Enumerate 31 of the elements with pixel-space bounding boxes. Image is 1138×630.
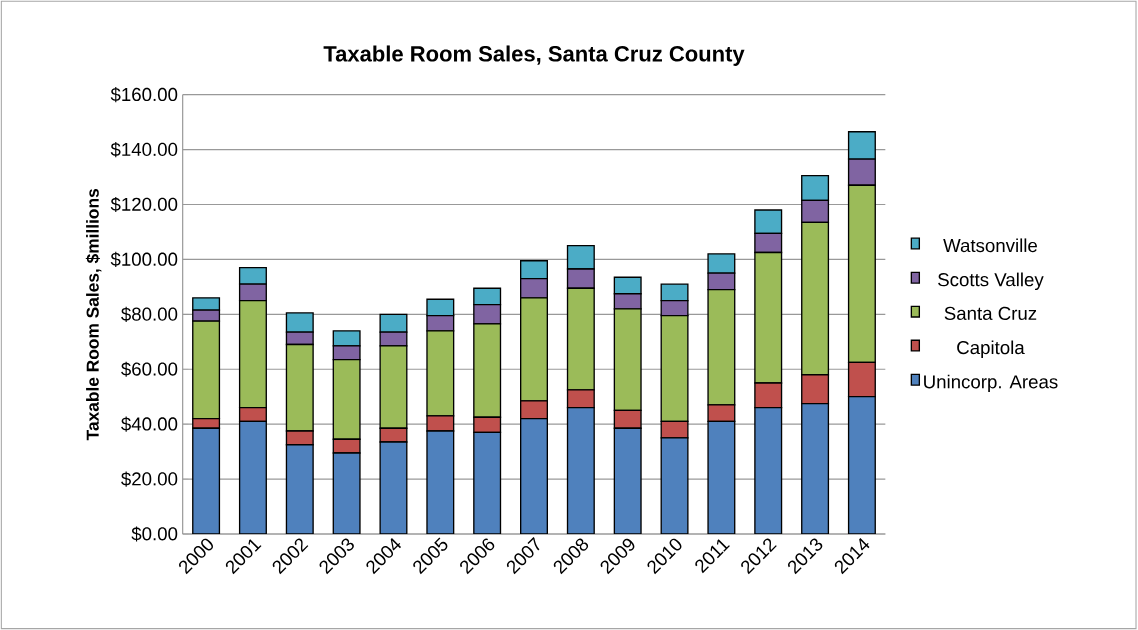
bar [614, 428, 642, 534]
bar [754, 407, 782, 534]
y-tick-label: $140.00 [110, 142, 178, 158]
legend-label: Scotts Valley [938, 272, 1044, 291]
bar [239, 421, 267, 534]
bar [661, 437, 688, 534]
legend-label: Watsonville [943, 238, 1037, 253]
y-tick-label: $20.00 [121, 471, 178, 487]
bar [847, 396, 876, 534]
bar [708, 421, 735, 534]
bar [192, 428, 220, 534]
y-tick-label: $100.00 [110, 251, 178, 267]
bar [801, 403, 829, 534]
y-tick-label: $120.00 [110, 196, 178, 213]
legend-label: Unincorp. Areas [924, 374, 1058, 393]
bar [473, 432, 501, 534]
bar [426, 431, 454, 534]
y-tick-label: $160.00 [110, 87, 178, 103]
y-tick-label: $80.00 [121, 306, 178, 322]
y-axis-title: Taxable Room Sales, $millions [85, 189, 102, 441]
bar [567, 407, 595, 534]
legend-label: Capitola [957, 340, 1025, 358]
chart-title: Taxable Room Sales, Santa Cruz County [323, 45, 745, 66]
y-tick-label: $0.00 [131, 526, 178, 542]
legend-label: Santa Cruz [944, 306, 1037, 321]
y-tick-label: $60.00 [121, 361, 178, 377]
bar [520, 418, 548, 534]
bar [380, 442, 407, 534]
bar [286, 444, 314, 534]
bar [333, 452, 360, 534]
y-tick-label: $40.00 [121, 416, 178, 432]
